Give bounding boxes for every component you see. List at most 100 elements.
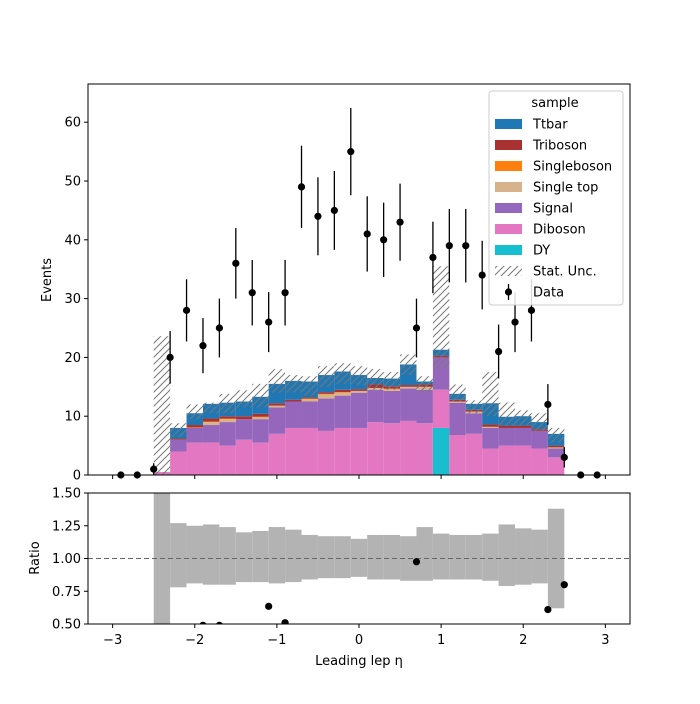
data-point <box>281 289 289 297</box>
bar-single-top <box>317 394 335 399</box>
bar-triboson <box>350 389 368 391</box>
stat-unc-band <box>416 376 433 393</box>
x-tick-label: 1 <box>437 633 445 648</box>
bar-triboson <box>235 416 253 420</box>
ratio-band-segment <box>449 534 466 580</box>
bar-triboson <box>482 424 499 427</box>
bar-diboson <box>186 442 203 475</box>
legend-swatch <box>495 161 522 171</box>
stat-unc-band <box>268 369 286 393</box>
legend-swatch <box>495 203 522 213</box>
ratio-points <box>199 558 568 624</box>
stat-unc-band <box>186 404 203 420</box>
bar-triboson <box>285 399 302 402</box>
bar-signal <box>350 392 368 428</box>
bar-dy <box>432 427 450 475</box>
bar-singleboson <box>219 418 236 420</box>
ratio-y-tick-label: 0.75 <box>52 585 81 600</box>
bar-signal <box>367 389 384 423</box>
bar-signal <box>170 439 187 452</box>
x-tick-label: 0 <box>355 633 363 648</box>
bar-triboson <box>186 425 203 428</box>
bar-diboson <box>465 433 483 475</box>
bar-singleboson <box>186 427 203 428</box>
data-point <box>560 453 568 461</box>
stat-unc-band <box>383 372 401 390</box>
bar-single-top <box>268 405 286 408</box>
data-point <box>232 259 240 267</box>
stat-unc-band <box>170 423 187 437</box>
stat-unc-band <box>350 366 368 386</box>
legend-swatch <box>495 245 522 255</box>
ratio-band-segment <box>317 536 335 579</box>
bar-signal <box>498 427 516 446</box>
bar-signal <box>186 427 203 443</box>
data-point <box>380 236 388 244</box>
bar-single-top <box>350 390 368 393</box>
data-point <box>347 148 355 156</box>
bar-triboson <box>219 416 236 419</box>
ratio-band-segment <box>432 533 450 580</box>
ratio-band-segment <box>170 523 187 588</box>
bar-triboson <box>301 397 318 399</box>
stat-unc-band <box>400 354 417 376</box>
data-point <box>511 318 519 326</box>
y-tick-label: 20 <box>64 351 81 366</box>
stat-unc-band <box>367 369 384 390</box>
bar-signal <box>301 401 318 428</box>
bar-signal <box>334 395 351 428</box>
bar-diboson <box>301 427 318 475</box>
legend-label: Stat. Unc. <box>533 265 597 280</box>
legend-entries: Ttbar Triboson Singleboson Single top Signal… <box>495 118 612 301</box>
x-tick-label: 3 <box>601 633 609 648</box>
y-tick-label: 10 <box>64 410 81 425</box>
data-point <box>462 242 470 250</box>
data-point <box>396 218 404 226</box>
ratio-band-segment <box>202 524 220 585</box>
bar-triboson <box>515 425 532 428</box>
main-y-ticks: 0 10 20 30 40 50 60 <box>64 116 88 484</box>
bar-triboson <box>268 403 286 406</box>
ratio-band-segment <box>301 534 318 580</box>
x-tick-label: −3 <box>103 633 122 648</box>
ratio-band-segment <box>482 533 499 581</box>
ratio-point <box>281 619 289 624</box>
x-tick-label: 2 <box>519 633 527 648</box>
ratio-band-segment <box>515 528 532 585</box>
data-point <box>445 242 453 250</box>
ratio-band-segment <box>186 525 203 584</box>
legend: sample Ttbar Triboson Singleboson Single to… <box>488 90 624 306</box>
bar-signal <box>285 401 302 428</box>
data-point <box>478 271 486 279</box>
y-tick-label: 60 <box>64 116 81 131</box>
bar-diboson <box>317 430 335 475</box>
data-point <box>166 353 174 362</box>
data-point <box>412 324 421 332</box>
y-tick-label: 30 <box>64 292 81 307</box>
bar-signal <box>482 427 499 449</box>
bar-triboson <box>317 392 335 394</box>
bar-diboson <box>219 445 236 475</box>
legend-title: sample <box>531 96 578 111</box>
ratio-band-segment <box>285 529 302 583</box>
ratio-band-segment <box>334 536 351 579</box>
ratio-band-segment <box>498 524 516 587</box>
ratio-band-segment <box>252 530 269 583</box>
bar-single-top <box>547 447 565 449</box>
ratio-y-axis-label: Ratio <box>28 541 43 574</box>
legend-label: Single top <box>533 181 598 196</box>
legend-label: Singleboson <box>533 160 612 175</box>
bar-diboson <box>202 442 220 475</box>
bar-diboson <box>367 422 384 475</box>
bar-triboson <box>252 413 269 417</box>
ratio-y-tick-label: 0.50 <box>52 618 81 633</box>
ratio-band-segment <box>268 527 286 584</box>
bar-single-top <box>334 392 351 396</box>
bar-diboson <box>449 435 466 475</box>
stat-unc-band <box>449 384 466 402</box>
ratio-band-segment <box>219 527 236 585</box>
data-point <box>150 465 158 473</box>
bar-single-top <box>202 422 220 426</box>
bar-single-top <box>301 399 318 402</box>
data-point <box>248 289 256 297</box>
